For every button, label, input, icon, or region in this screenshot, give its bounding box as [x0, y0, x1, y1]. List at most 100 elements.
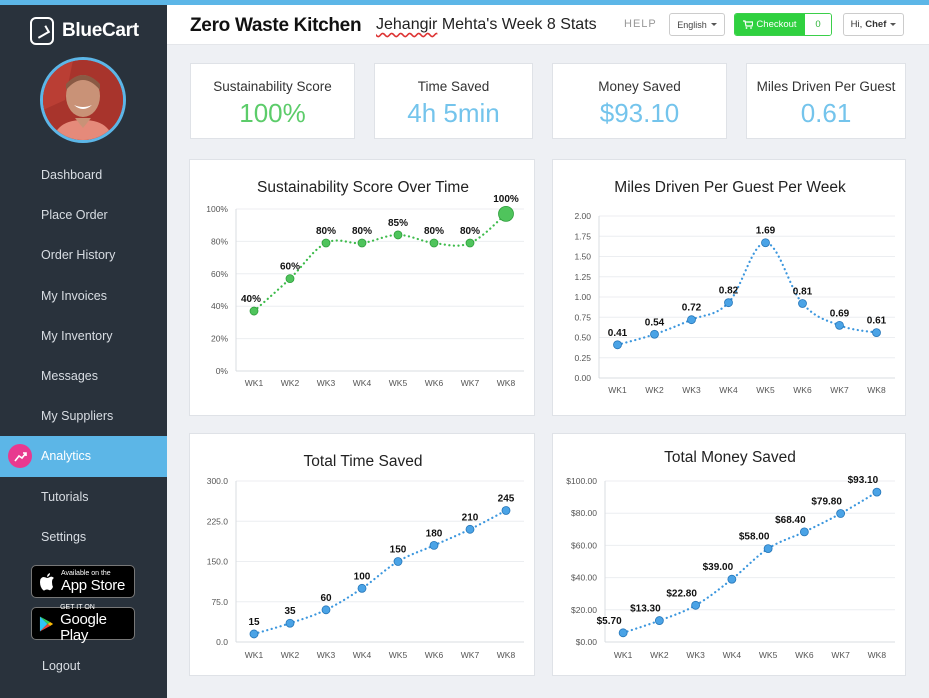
- data-label: 100: [354, 571, 371, 582]
- google-play-big-text: Google Play: [60, 610, 107, 644]
- x-tick-label: WK8: [867, 385, 886, 395]
- data-point[interactable]: [393, 557, 403, 566]
- data-point[interactable]: [727, 574, 737, 584]
- brand-logo[interactable]: BlueCart: [30, 16, 139, 46]
- x-tick-label: WK6: [795, 650, 814, 660]
- app-store-button[interactable]: Available on the App Store: [31, 565, 135, 598]
- sidebar-item-analytics[interactable]: Analytics: [0, 436, 167, 477]
- stat-value: 0.61: [800, 98, 852, 128]
- x-tick-label: WK1: [245, 650, 264, 660]
- data-point[interactable]: [249, 306, 259, 316]
- y-tick-label: $80.00: [571, 508, 597, 518]
- data-point[interactable]: [798, 299, 807, 308]
- sidebar-item-my-invoices[interactable]: My Invoices: [0, 276, 167, 316]
- sidebar-item-label: My Invoices: [41, 288, 107, 303]
- data-point[interactable]: [357, 583, 367, 593]
- sidebar-item-settings[interactable]: Settings: [0, 517, 167, 557]
- data-point[interactable]: [285, 274, 295, 284]
- data-label: 85%: [388, 218, 408, 229]
- x-tick-label: WK2: [281, 378, 300, 388]
- data-label: 80%: [352, 226, 372, 237]
- data-point[interactable]: [836, 509, 846, 518]
- sidebar-item-my-inventory[interactable]: My Inventory: [0, 316, 167, 356]
- data-point[interactable]: [429, 541, 439, 550]
- sidebar-item-label: Dashboard: [41, 168, 103, 183]
- x-tick-label: WK5: [759, 650, 778, 660]
- data-point[interactable]: [872, 328, 881, 338]
- data-point[interactable]: [724, 298, 733, 308]
- data-label: 0.81: [793, 286, 813, 297]
- y-tick-label: 225.0: [207, 516, 229, 526]
- sidebar-item-label: Place Order: [41, 208, 108, 223]
- data-point[interactable]: [285, 618, 295, 628]
- kitchen-name: Zero Waste Kitchen: [190, 15, 362, 36]
- data-point[interactable]: [691, 600, 701, 610]
- x-tick-label: WK7: [831, 650, 850, 660]
- y-tick-label: 2.00: [574, 211, 591, 221]
- x-tick-label: WK1: [245, 378, 264, 388]
- avatar[interactable]: [40, 57, 126, 143]
- data-point[interactable]: [465, 238, 475, 248]
- google-play-button[interactable]: GET IT ON Google Play: [31, 604, 135, 643]
- data-label: 1.69: [756, 226, 776, 237]
- stat-card-time-saved: Time Saved 4h 5min: [374, 63, 533, 139]
- data-point[interactable]: [654, 616, 664, 625]
- data-point[interactable]: [763, 544, 773, 554]
- data-point[interactable]: [872, 487, 882, 497]
- sidebar-item-label: Order History: [41, 248, 116, 263]
- data-point[interactable]: [618, 628, 628, 638]
- data-point[interactable]: [249, 629, 259, 639]
- data-point[interactable]: [465, 524, 475, 534]
- data-label: $68.40: [775, 515, 806, 526]
- data-point[interactable]: [687, 315, 696, 325]
- data-point[interactable]: [761, 238, 770, 248]
- cart-count-badge: 0: [805, 14, 831, 35]
- y-tick-label: 150.0: [207, 557, 229, 567]
- sidebar-item-dashboard[interactable]: Dashboard: [0, 155, 167, 195]
- y-tick-label: 1.75: [574, 231, 591, 241]
- page-title: Jehangir Mehta's Week 8 Stats: [376, 16, 597, 34]
- data-point[interactable]: [321, 238, 331, 248]
- y-tick-label: 75.0: [211, 597, 228, 607]
- y-tick-label: $100.00: [566, 476, 597, 486]
- chart-title: Total Time Saved: [304, 453, 423, 470]
- top-accent-bar: [0, 0, 929, 5]
- chart-svg: Total Time Saved 0.0 75.0 150.0 225.0 300.0 WK…: [207, 453, 524, 660]
- data-point[interactable]: [498, 205, 514, 222]
- user-menu-dropdown[interactable]: Hi, Chef: [843, 13, 904, 36]
- chart-svg: Miles Driven Per Guest Per Week 0.00 0.25 0…: [574, 179, 895, 395]
- data-point[interactable]: [799, 527, 809, 537]
- sidebar-item-my-suppliers[interactable]: My Suppliers: [0, 396, 167, 436]
- y-tick-label: 40%: [211, 301, 228, 311]
- x-tick-label: WK4: [353, 650, 372, 660]
- data-point[interactable]: [357, 238, 367, 248]
- data-point[interactable]: [835, 320, 844, 330]
- data-label: 100%: [493, 194, 519, 205]
- x-tick-label: WK4: [723, 650, 742, 660]
- x-tick-label: WK8: [497, 650, 516, 660]
- data-point[interactable]: [429, 238, 439, 248]
- sidebar-item-place-order[interactable]: Place Order: [0, 195, 167, 235]
- logout-link[interactable]: Logout: [42, 659, 81, 673]
- data-point[interactable]: [501, 506, 511, 515]
- checkout-button[interactable]: Checkout 0: [734, 13, 832, 36]
- x-tick-label: WK8: [497, 378, 516, 388]
- data-point[interactable]: [613, 340, 622, 350]
- data-label: 80%: [316, 226, 336, 237]
- data-point[interactable]: [650, 329, 659, 339]
- sidebar-item-tutorials[interactable]: Tutorials: [0, 477, 167, 517]
- data-point[interactable]: [321, 605, 331, 615]
- sidebar-item-order-history[interactable]: Order History: [0, 235, 167, 275]
- data-label: 35: [284, 606, 296, 617]
- chart-card-total-time-saved: Total Time Saved 0.0 75.0 150.0 225.0 300.0 WK…: [189, 433, 535, 676]
- data-point[interactable]: [393, 230, 403, 240]
- sidebar-item-messages[interactable]: Messages: [0, 356, 167, 396]
- language-dropdown[interactable]: English: [669, 13, 725, 36]
- stat-value: 100%: [239, 98, 306, 128]
- x-tick-label: WK2: [281, 650, 300, 660]
- y-tick-label: $20.00: [571, 605, 597, 615]
- help-link[interactable]: HELP: [624, 18, 657, 30]
- stat-value: $93.10: [599, 98, 680, 128]
- x-tick-label: WK3: [317, 378, 336, 388]
- sidebar-item-label: Tutorials: [41, 489, 89, 504]
